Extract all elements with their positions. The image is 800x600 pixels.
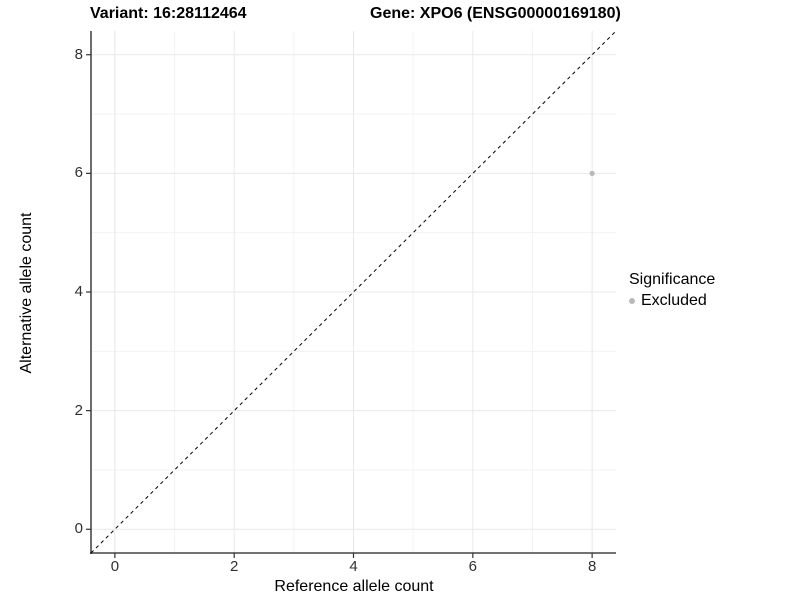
y-tick-label: 0 (74, 520, 83, 538)
legend-item-label: Excluded (641, 292, 707, 309)
plot-title-variant: Variant: 16:28112464 (90, 5, 247, 22)
x-tick-label: 0 (110, 558, 120, 575)
x-tick-label: 4 (349, 558, 358, 575)
legend-title: Significance (629, 271, 716, 288)
y-axis-title: Alternative allele count (18, 212, 35, 374)
x-axis-title: Reference allele count (274, 578, 434, 595)
legend-key-dot-icon (629, 297, 635, 304)
plot-title-gene: Gene: XPO6 (ENSG00000169180) (370, 5, 621, 22)
x-tick-label: 2 (230, 558, 239, 575)
x-tick-label: 8 (587, 558, 597, 575)
y-tick-label: 8 (74, 45, 83, 63)
data-point (589, 170, 595, 176)
legend-item-excluded: Excluded (629, 291, 715, 310)
x-tick-label: 6 (468, 558, 477, 575)
identity-dashed-line (90, 30, 617, 554)
y-tick-label: 6 (74, 164, 83, 182)
y-tick-label: 4 (74, 283, 83, 300)
y-tick-label: 2 (74, 401, 83, 419)
legend: Significance Excluded (629, 270, 715, 310)
